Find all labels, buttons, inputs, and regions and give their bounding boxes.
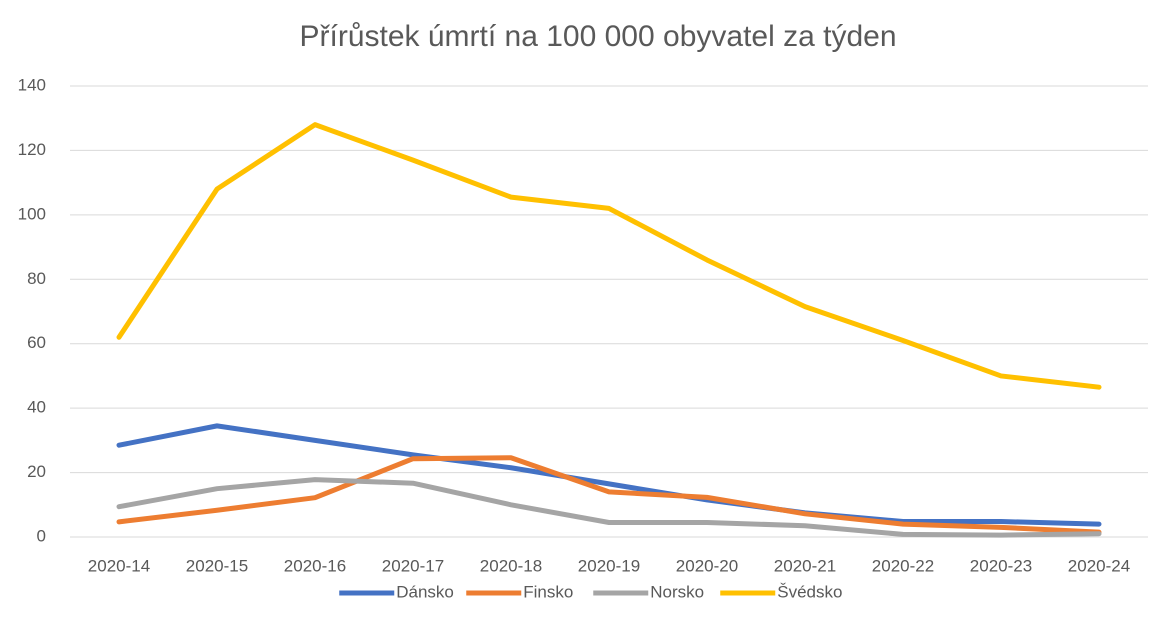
x-tick-label: 2020-24 [1068,556,1130,575]
series-line [116,122,1102,390]
x-tick-label: 2020-21 [774,556,836,575]
y-tick-label: 100 [18,204,46,223]
y-tick-label: 40 [27,398,46,417]
x-tick-label: 2020-15 [186,556,248,575]
y-tick-label: 20 [27,462,46,481]
y-tick-label: 140 [18,75,46,94]
x-tick-label: 2020-18 [480,556,542,575]
x-tick-label: 2020-19 [578,556,640,575]
y-tick-label: 80 [27,269,46,288]
x-tick-label: 2020-16 [284,556,346,575]
x-tick-label: 2020-14 [88,556,150,575]
y-tick-label: 120 [18,140,46,159]
legend-label: Finsko [523,582,573,601]
series-line [116,455,1102,535]
x-tick-label: 2020-20 [676,556,738,575]
x-tick-label: 2020-17 [382,556,444,575]
legend-label: Dánsko [396,582,454,601]
legend-label: Norsko [650,582,704,601]
legend-label: Švédsko [777,582,842,601]
series-line [116,477,1102,538]
series-line [116,423,1102,527]
x-tick-label: 2020-22 [872,556,934,575]
y-tick-label: 60 [27,333,46,352]
x-tick-label: 2020-23 [970,556,1032,575]
y-tick-label: 0 [37,526,46,545]
chart-title: Přírůstek úmrtí na 100 000 obyvatel za t… [300,20,897,53]
